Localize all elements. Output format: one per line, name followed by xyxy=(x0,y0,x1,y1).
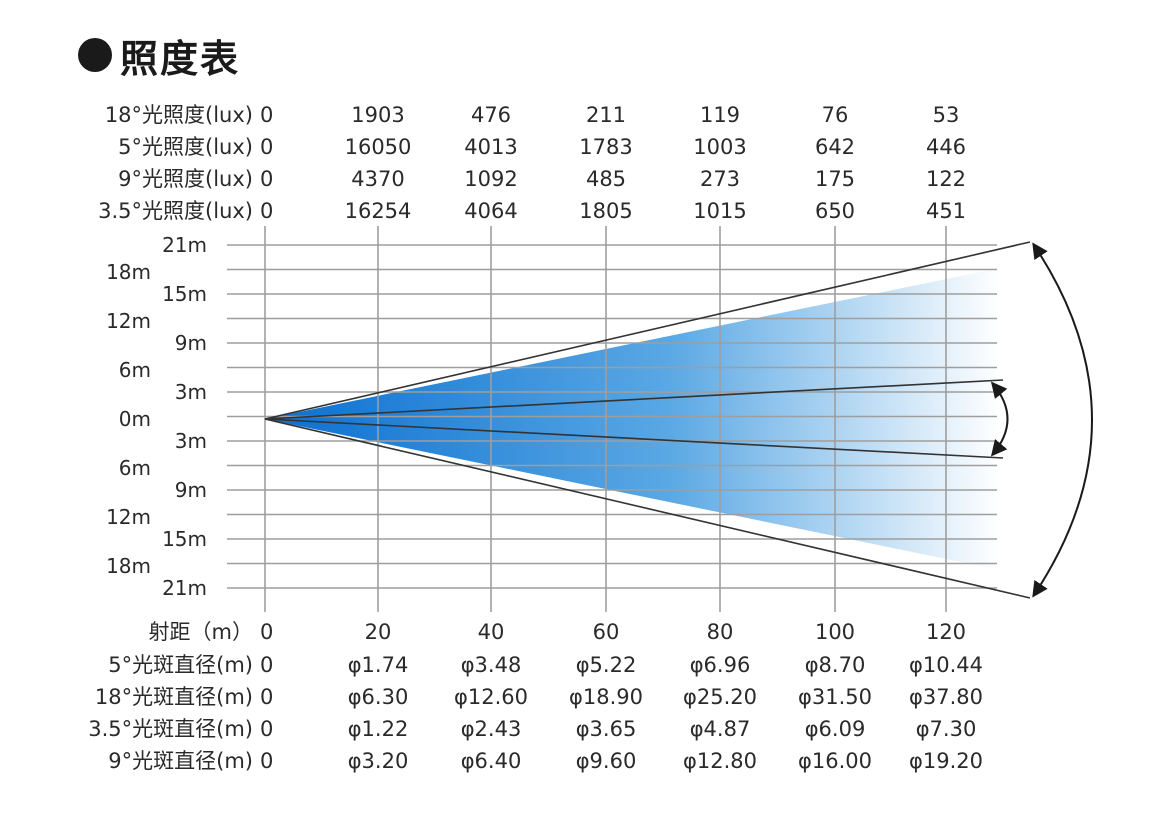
beam-edge-wide-bottom xyxy=(264,418,1031,599)
illuminance-row-value: 451 xyxy=(926,199,966,223)
illuminance-row-value: 1805 xyxy=(579,199,632,223)
illuminance-row-value: 1783 xyxy=(579,135,632,159)
spot-row-value: φ18.90 xyxy=(569,685,643,709)
beam-edge-narrow-bottom xyxy=(264,418,1004,459)
illuminance-row-value: 1092 xyxy=(464,167,517,191)
beam-edge-narrow-top xyxy=(264,379,1004,420)
spot-row-value: φ1.22 xyxy=(348,717,409,741)
illuminance-row-value: 273 xyxy=(700,167,740,191)
spot-row-value: φ37.80 xyxy=(909,685,983,709)
y-tick-inner: 3m xyxy=(175,380,207,404)
illuminance-row-value: 16050 xyxy=(345,135,412,159)
y-tick-outer: 18m xyxy=(106,260,151,284)
beam-narrow xyxy=(265,384,1000,454)
y-tick-inner: 15m xyxy=(162,527,207,551)
distance-row-value: 80 xyxy=(707,620,734,644)
spot-row-value: φ3.48 xyxy=(461,653,522,677)
spot-row-value: φ6.09 xyxy=(805,717,866,741)
y-tick-outer: 0m xyxy=(119,407,151,431)
y-tick-inner: 3m xyxy=(175,429,207,453)
y-tick-outer: 6m xyxy=(119,456,151,480)
spot-row-value: φ9.60 xyxy=(576,749,637,773)
spot-row-value: 0 xyxy=(260,749,273,773)
illuminance-row-label: 3.5°光照度(lux) xyxy=(98,199,253,223)
spot-row-value: φ12.80 xyxy=(683,749,757,773)
y-tick-inner: 15m xyxy=(162,282,207,306)
spot-row-value: φ10.44 xyxy=(909,653,983,677)
illuminance-row-value: 0 xyxy=(260,167,273,191)
y-tick-inner: 21m xyxy=(162,233,207,257)
y-tick-outer: 18m xyxy=(106,554,151,578)
spot-row-value: φ1.74 xyxy=(348,653,409,677)
illuminance-row-value: 476 xyxy=(471,103,511,127)
page-title: 照度表 xyxy=(120,36,241,81)
distance-row-value: 40 xyxy=(478,620,505,644)
illuminance-row-value: 0 xyxy=(260,103,273,127)
wide-angle-arc-icon xyxy=(1032,242,1093,598)
illuminance-row-value: 211 xyxy=(586,103,626,127)
illuminance-row-value: 0 xyxy=(260,199,273,223)
spot-row-value: φ3.65 xyxy=(576,717,637,741)
spot-row-value: φ2.43 xyxy=(461,717,522,741)
distance-row-value: 60 xyxy=(593,620,620,644)
y-tick-outer: 12m xyxy=(106,309,151,333)
illuminance-row-value: 642 xyxy=(815,135,855,159)
illuminance-row-value: 1003 xyxy=(693,135,746,159)
title-row: 照度表 xyxy=(78,30,241,81)
illuminance-row-value: 16254 xyxy=(345,199,412,223)
spot-row-value: φ12.60 xyxy=(454,685,528,709)
spot-row-value: φ6.96 xyxy=(690,653,751,677)
distance-row-value: 120 xyxy=(926,620,966,644)
spot-row-value: φ7.30 xyxy=(916,717,977,741)
illuminance-row-value: 1015 xyxy=(693,199,746,223)
distance-row-value: 0 xyxy=(260,620,273,644)
illuminance-row-value: 119 xyxy=(700,103,740,127)
distance-row-value: 20 xyxy=(365,620,392,644)
spot-row-value: φ19.20 xyxy=(909,749,983,773)
spot-row-value: φ25.20 xyxy=(683,685,757,709)
bullet-icon xyxy=(78,38,112,72)
spot-row-value: 0 xyxy=(260,685,273,709)
illuminance-row-label: 18°光照度(lux) xyxy=(105,103,253,127)
illuminance-row-value: 122 xyxy=(926,167,966,191)
spot-row-label: 9°光斑直径(m) xyxy=(108,749,253,773)
narrow-angle-arc-icon xyxy=(990,381,1009,457)
illuminance-row-value: 175 xyxy=(815,167,855,191)
illuminance-row-value: 4064 xyxy=(464,199,517,223)
y-tick-outer: 6m xyxy=(119,358,151,382)
spot-row-value: φ6.40 xyxy=(461,749,522,773)
distance-row-value: 100 xyxy=(815,620,855,644)
spot-row-value: φ6.30 xyxy=(348,685,409,709)
illuminance-row-value: 446 xyxy=(926,135,966,159)
illuminance-row-value: 1903 xyxy=(351,103,404,127)
spot-row-value: φ3.20 xyxy=(348,749,409,773)
spot-row-value: φ8.70 xyxy=(805,653,866,677)
beam-edge-wide-top xyxy=(264,241,1031,420)
illuminance-row-value: 4013 xyxy=(464,135,517,159)
spot-row-value: 0 xyxy=(260,653,273,677)
illuminance-row-value: 485 xyxy=(586,167,626,191)
illuminance-row-value: 0 xyxy=(260,135,273,159)
spot-row-value: φ4.87 xyxy=(690,717,751,741)
spot-row-value: φ16.00 xyxy=(798,749,872,773)
spot-row-label: 5°光斑直径(m) xyxy=(108,653,253,677)
spot-row-value: 0 xyxy=(260,717,273,741)
y-tick-outer: 12m xyxy=(106,505,151,529)
y-tick-inner: 21m xyxy=(162,576,207,600)
illuminance-row-label: 5°光照度(lux) xyxy=(118,135,253,159)
spot-row-value: φ5.22 xyxy=(576,653,637,677)
y-tick-inner: 9m xyxy=(175,331,207,355)
spot-row-label: 18°光斑直径(m) xyxy=(95,685,253,709)
illuminance-row-label: 9°光照度(lux) xyxy=(118,167,253,191)
illuminance-row-value: 650 xyxy=(815,199,855,223)
distance-row-label: 射距（m） xyxy=(149,620,253,644)
spot-row-label: 3.5°光斑直径(m) xyxy=(88,717,253,741)
illuminance-row-value: 53 xyxy=(933,103,960,127)
illuminance-row-value: 76 xyxy=(822,103,849,127)
y-tick-inner: 9m xyxy=(175,478,207,502)
illuminance-row-value: 4370 xyxy=(351,167,404,191)
spot-row-value: φ31.50 xyxy=(798,685,872,709)
